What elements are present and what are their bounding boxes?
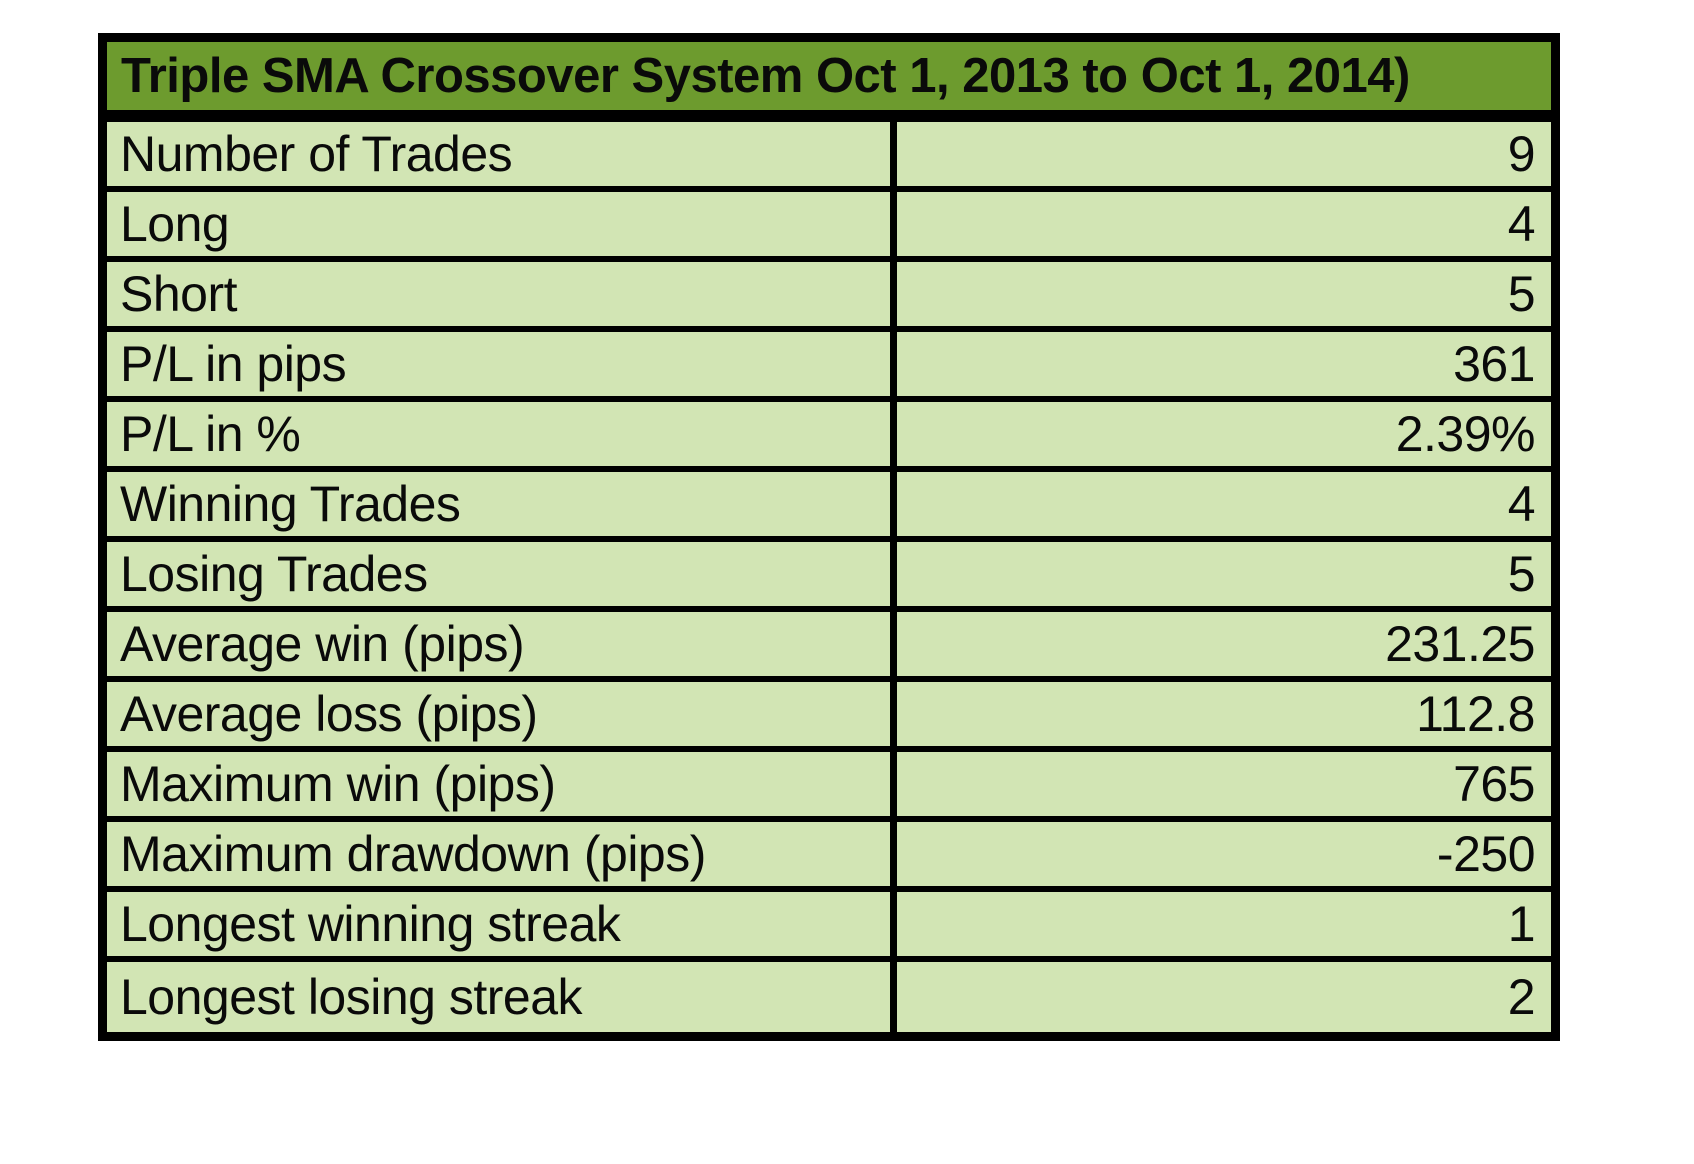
metric-label-cell: Average loss (pips) (107, 682, 897, 746)
metric-value-cell: 5 (1507, 546, 1536, 602)
table-row: Winning Trades 4 (107, 472, 1551, 542)
table-row: Long 4 (107, 192, 1551, 262)
performance-table: Triple SMA Crossover System Oct 1, 2013 … (98, 33, 1560, 1041)
metric-value-cell: 112.8 (1416, 686, 1535, 742)
table-row: Maximum win (pips) 765 (107, 752, 1551, 822)
metric-value-cell: 4 (1507, 476, 1536, 532)
metric-value-cell: 765 (1453, 756, 1535, 812)
metric-label-cell: Maximum drawdown (pips) (107, 822, 897, 886)
metric-value-cell: 4 (1507, 196, 1536, 252)
metric-label-cell: P/L in pips (107, 332, 897, 396)
spreadsheet-figure: Triple SMA Crossover System Oct 1, 2013 … (98, 33, 1560, 1041)
metric-label-cell: Longest winning streak (107, 892, 897, 956)
metric-label-cell: Winning Trades (107, 472, 897, 536)
metric-value-cell: 2.39% (1395, 406, 1536, 462)
metric-label-cell: Average win (pips) (107, 612, 897, 676)
table-row: P/L in % 2.39% (107, 402, 1551, 472)
table-row: Longest winning streak 1 (107, 892, 1551, 962)
table-row: Losing Trades 5 (107, 542, 1551, 612)
metric-value-cell: -250 (1436, 826, 1536, 882)
table-row: P/L in pips 361 (107, 332, 1551, 402)
metric-value-cell: 361 (1453, 336, 1535, 392)
metric-label-cell: Longest losing streak (107, 962, 897, 1032)
header-double-border-strip (107, 116, 1551, 122)
metric-label-cell: Number of Trades (107, 122, 897, 186)
table-row: Number of Trades 9 (107, 122, 1551, 192)
metric-label-cell: Long (107, 192, 897, 256)
table-title: Triple SMA Crossover System Oct 1, 2013 … (107, 42, 1551, 116)
metric-label-cell: P/L in % (107, 402, 897, 466)
metric-value-cell: 5 (1507, 266, 1536, 322)
metric-value-cell: 231.25 (1385, 616, 1535, 672)
table-row: Longest losing streak 2 (107, 962, 1551, 1032)
metric-label-cell: Losing Trades (107, 542, 897, 606)
table-body: Number of Trades 9 Long 4 Short 5 P/L in… (107, 122, 1551, 1032)
table-row: Maximum drawdown (pips) -250 (107, 822, 1551, 892)
metric-label-cell: Short (107, 262, 897, 326)
metric-value-cell: 2 (1507, 969, 1536, 1025)
metric-value-cell: 1 (1507, 896, 1536, 952)
metric-value-cell: 9 (1507, 126, 1536, 182)
metric-label-cell: Maximum win (pips) (107, 752, 897, 816)
table-row: Short 5 (107, 262, 1551, 332)
table-row: Average loss (pips) 112.8 (107, 682, 1551, 752)
table-row: Average win (pips) 231.25 (107, 612, 1551, 682)
